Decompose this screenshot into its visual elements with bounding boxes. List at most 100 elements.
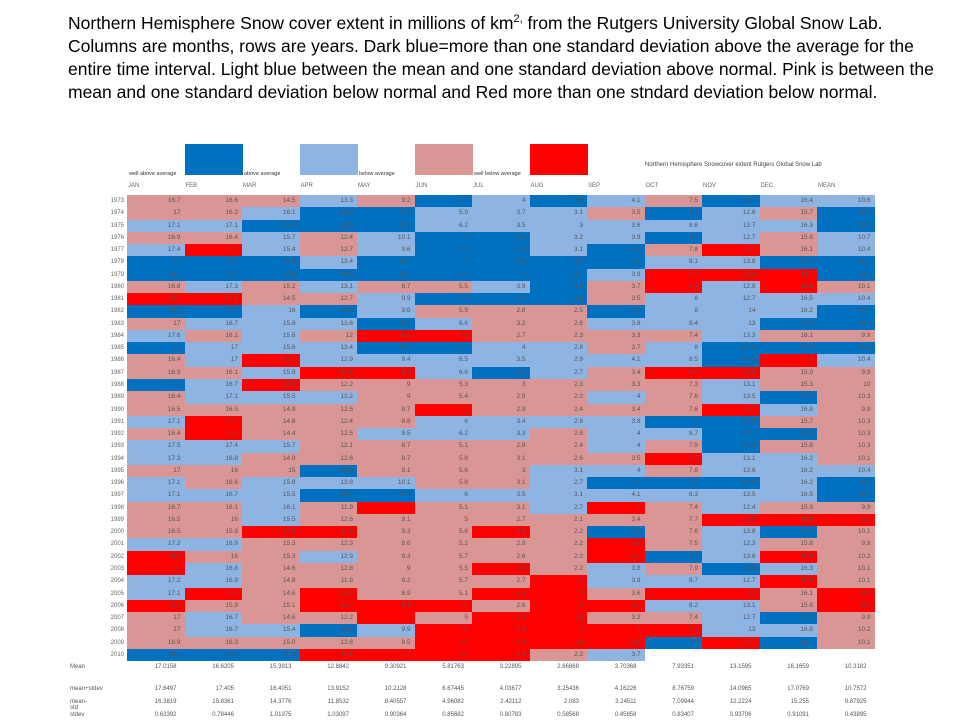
table-row: 1986 16.4 17 14.1 12.9 9.4 6.5 3.5 2.9 4.1 8.5 14.3…: [80, 354, 875, 367]
table-cell: 6: [414, 489, 472, 502]
table-cell: 3.4: [587, 403, 645, 416]
table-cell: 10.9: [817, 219, 875, 232]
table-cell: 14.7: [702, 195, 760, 208]
table-cell: 3.1: [472, 477, 530, 490]
table-cell: 2.7: [472, 329, 530, 343]
table-cell: 2: [529, 599, 587, 613]
table-cell: 10.3: [817, 440, 875, 453]
table-cell: 11.6: [702, 366, 760, 379]
table-row: 1973 16.7 16.6 14.5 13.3 9.2 7.7 4 3.5 4.1 7.5 14.7…: [80, 195, 875, 208]
table-cell: 10: [817, 378, 875, 392]
table-cell: 10.7: [817, 477, 875, 490]
table-cell: 2.3: [529, 329, 587, 343]
table-cell: 16.1: [759, 329, 817, 343]
table-cell: 3.9: [587, 575, 645, 588]
table-row: 1988 18 16.7 14.3 12.2 9 5.3 3 2.3 3.3 7.3 13.1 15.3…: [80, 378, 875, 392]
table-cell: 2.9: [472, 391, 530, 404]
table-cell: 14.3: [299, 207, 357, 220]
table-cell: 8.9: [357, 587, 415, 600]
table-cell: 16.1: [242, 501, 300, 514]
table-cell: 12.8: [299, 636, 357, 649]
table-cell: 4.8: [414, 624, 472, 637]
summary-value: 0.43895: [844, 712, 867, 718]
table-cell: 8: [357, 612, 415, 625]
table-cell: 14.5: [242, 195, 300, 208]
table-cell: 7.9: [644, 440, 702, 453]
table-cell: 12.7: [702, 231, 760, 245]
table-cell: 10.1: [357, 477, 415, 490]
table-cell: 7: [414, 256, 472, 269]
table-cell: 9.9: [357, 624, 415, 637]
table-cell: 4.8: [414, 599, 472, 613]
table-cell: 14.1: [242, 354, 300, 367]
table-cell: 3.7: [587, 648, 645, 662]
table-cell: 12.9: [299, 354, 357, 367]
legend-swatch-below: [415, 144, 473, 175]
table-cell: 15.9: [184, 599, 242, 613]
column-header-oct: OCT: [645, 183, 659, 189]
table-cell: 17.4: [127, 244, 185, 257]
table-cell: 17: [127, 207, 185, 220]
year-label: 2000: [110, 529, 124, 536]
table-cell: 16.2: [759, 477, 817, 490]
table-cell: 8.7: [644, 428, 702, 441]
table-cell: 4.4: [587, 526, 645, 539]
table-cell: 2.3: [529, 550, 587, 563]
table-cell: 8.6: [357, 538, 415, 551]
table-row: 1990 16.5 16.5 14.9 12.5 8.7 4.9 2.9 2.4 3.4 7.6 11…: [80, 403, 875, 416]
summary-value: 7.93351: [672, 664, 694, 670]
table-cell: 16.2: [759, 452, 817, 465]
legend-label-above: above average: [244, 171, 281, 177]
table-cell: 6.9: [644, 452, 702, 465]
table-cell: 9.1: [357, 464, 415, 478]
table-cell: 7.8: [644, 244, 702, 257]
table-cell: 7.2: [414, 342, 472, 355]
table-cell: 2.9: [529, 354, 587, 367]
summary-value: 0.85682: [442, 712, 464, 718]
table-row: 2009 16.9 16.3 15.0 12.8 8.5 4.8 2.3 1.9 3.1 9.4 11…: [80, 636, 875, 649]
table-cell: 16: [127, 562, 185, 576]
table-cell: 12.4: [702, 501, 760, 514]
table-cell: 17: [127, 612, 185, 625]
table-cell: 18.1: [759, 636, 817, 649]
table-cell: 17.4: [184, 440, 242, 453]
table-cell: 5.3: [414, 378, 472, 392]
table-cell: 16.8: [184, 452, 242, 465]
summary-value: 12.2224: [729, 699, 752, 705]
table-cell: 9.9: [817, 403, 875, 416]
year-label: 2001: [110, 541, 124, 548]
table-cell: 5.8: [414, 526, 472, 539]
table-cell: 9.9: [817, 612, 875, 625]
table-cell: 5.7: [414, 550, 472, 563]
year-label: 2009: [110, 639, 124, 646]
table-cell: 9.9: [817, 329, 875, 343]
table-cell: 15.6: [759, 231, 817, 245]
table-cell: 9.9: [817, 538, 875, 551]
year-label: 1986: [110, 357, 124, 364]
table-cell: 15.6: [242, 342, 300, 355]
table-cell: 11.7: [702, 403, 760, 416]
table-cell: 3.5: [587, 452, 645, 465]
table-cell: 2.6: [472, 550, 530, 563]
table-cell: 13.2: [299, 391, 357, 404]
table-row: 2008 17 16.7 15.4 14.4 9.9 4.8 2.3 2 3 6.9 13 16.8 10…: [80, 624, 875, 637]
table-cell: 6.2: [414, 219, 472, 232]
table-row: 2006 15.7 15.9 15.1 11.4 8.1 4.8 2.6 2 3.2 8.2 13.1…: [80, 599, 875, 613]
table-cell: 15.9: [759, 501, 817, 514]
table-cell: 16.9: [184, 538, 242, 551]
table-cell: 16: [242, 305, 300, 318]
table-cell: 4.4: [472, 293, 530, 306]
summary-value: 3.24511: [615, 699, 637, 705]
table-cell: 9.2: [357, 195, 415, 208]
table-cell: 16.2: [759, 464, 817, 478]
table-cell: 15.3: [242, 550, 300, 563]
summary-value: 17.0769: [787, 686, 809, 692]
table-row: 2001 17.2 16.9 15.3 12.3 8.6 5.2 2.9 2.2 3.1 7.5 12…: [80, 538, 875, 551]
table-cell: 18.6: [184, 648, 242, 662]
table-cell: 8.7: [644, 207, 702, 220]
table-cell: 3.9: [587, 268, 645, 281]
title-superscript: 2,: [513, 13, 523, 25]
table-cell: 5: [472, 268, 530, 281]
table-cell: 11.4: [299, 599, 357, 613]
table-cell: 9.7: [817, 513, 875, 527]
